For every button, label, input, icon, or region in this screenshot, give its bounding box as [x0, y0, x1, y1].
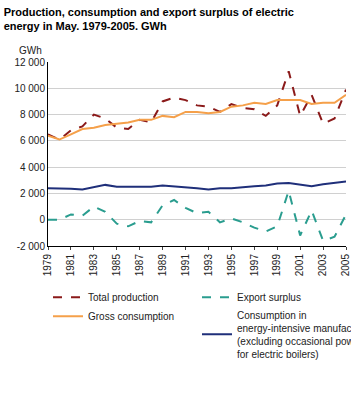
svg-text:1989: 1989 [157, 254, 168, 277]
svg-text:12 000: 12 000 [14, 57, 45, 68]
svg-text:1993: 1993 [203, 254, 214, 277]
svg-text:6 000: 6 000 [20, 135, 45, 146]
svg-text:2005: 2005 [340, 254, 351, 277]
svg-text:1985: 1985 [111, 254, 122, 277]
svg-text:1979: 1979 [42, 254, 53, 277]
svg-text:-2 000: -2 000 [17, 241, 46, 252]
svg-text:0: 0 [39, 214, 45, 225]
svg-text:4 000: 4 000 [20, 162, 45, 173]
svg-text:Gross consumption: Gross consumption [88, 311, 174, 322]
svg-text:1995: 1995 [226, 254, 237, 277]
svg-text:1981: 1981 [65, 254, 76, 277]
svg-text:1983: 1983 [88, 254, 99, 277]
svg-text:Total production: Total production [88, 292, 159, 303]
svg-text:GWh: GWh [19, 45, 42, 56]
svg-text:8 000: 8 000 [20, 109, 45, 120]
svg-text:2 000: 2 000 [20, 188, 45, 199]
svg-text:1991: 1991 [180, 254, 191, 277]
svg-text:1999: 1999 [271, 254, 282, 277]
svg-text:1997: 1997 [249, 254, 260, 277]
svg-text:10 000: 10 000 [14, 83, 45, 94]
svg-text:2003: 2003 [317, 254, 328, 277]
svg-text:Consumption inenergy-intensive: Consumption inenergy-intensive manufactu… [237, 310, 351, 360]
svg-text:1987: 1987 [134, 254, 145, 277]
svg-text:Export surplus: Export surplus [237, 292, 301, 303]
svg-text:Production, consumption and ex: Production, consumption and export surpl… [4, 6, 294, 32]
svg-text:2001: 2001 [294, 254, 305, 277]
